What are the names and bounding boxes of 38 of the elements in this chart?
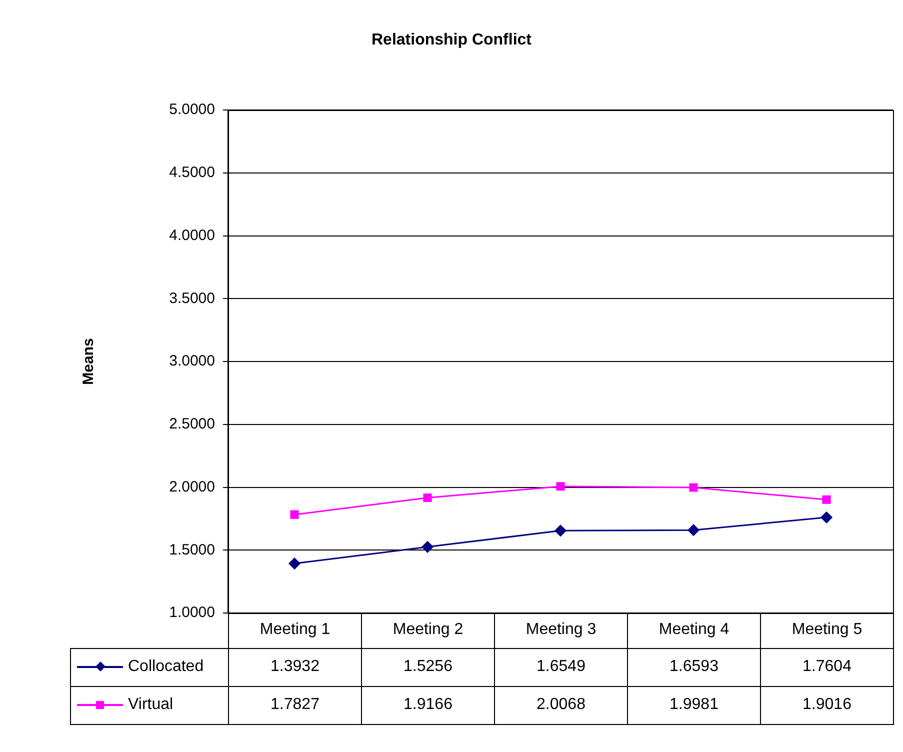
- x-tick-label: Meeting 1: [228, 613, 362, 648]
- y-tick-label: 4.0000: [169, 226, 215, 244]
- point: [288, 558, 300, 570]
- point: [822, 495, 831, 504]
- data-label: 2.0068: [494, 686, 628, 724]
- data-label: 1.9166: [362, 686, 494, 724]
- data-label: 1.3932: [228, 648, 362, 686]
- y-tick-label: 3.0000: [169, 352, 215, 370]
- y-tick-label: 2.5000: [169, 416, 215, 433]
- point: [556, 482, 565, 491]
- data-label: 1.9981: [628, 686, 760, 724]
- point: [423, 493, 432, 502]
- data-label: 1.6593: [628, 648, 760, 686]
- x-tick-label: Meeting 3: [494, 613, 628, 648]
- data-label: 1.5256: [362, 648, 494, 686]
- y-tick-label: 2.0000: [169, 478, 215, 496]
- point: [554, 524, 566, 536]
- data-label: 1.7827: [228, 686, 362, 724]
- y-tick-label: 3.5000: [169, 290, 215, 307]
- x-tick-label: Meeting 4: [628, 613, 760, 648]
- x-tick-label: Meeting 5: [760, 613, 894, 648]
- point: [422, 541, 434, 553]
- y-tick-label: 4.5000: [169, 164, 215, 182]
- y-axis-title: Means: [80, 338, 98, 385]
- data-label: 1.9016: [760, 686, 894, 724]
- x-tick-label: Meeting 2: [362, 613, 494, 648]
- y-tick-label: 5.0000: [169, 101, 215, 118]
- point: [290, 510, 299, 519]
- chart-title: Relationship Conflict: [372, 31, 532, 48]
- point: [820, 512, 832, 524]
- point: [688, 524, 700, 536]
- legend-label: Virtual: [128, 696, 174, 713]
- legend-label: Collocated: [128, 658, 204, 675]
- data-label: 1.7604: [760, 648, 894, 686]
- data-label: 1.6549: [494, 648, 628, 686]
- point: [689, 483, 698, 492]
- y-tick-label: 1.5000: [169, 541, 215, 558]
- y-tick-label: 1.0000: [169, 604, 215, 622]
